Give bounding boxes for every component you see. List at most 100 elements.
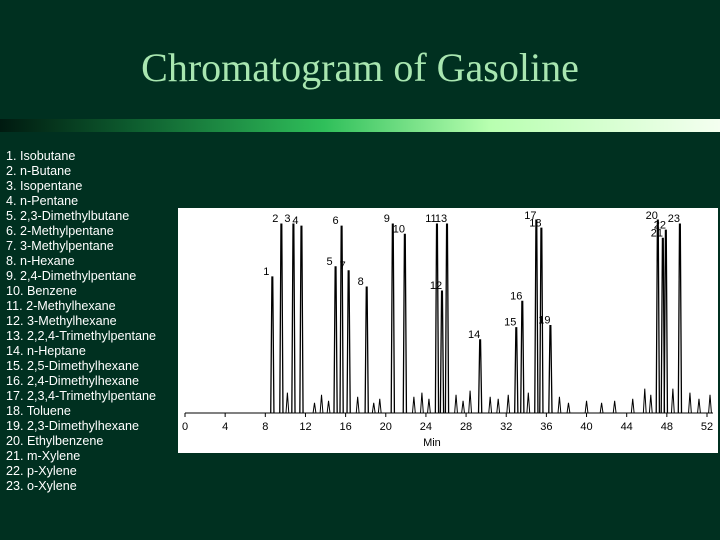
peak-label: 9 [384, 213, 390, 225]
legend-item: 5. 2,3-Dimethylbutane [6, 209, 130, 223]
legend-item: 13. 2,2,4-Trimethylpentane [6, 329, 157, 343]
legend-item: 15. 2,5-Dimethylhexane [6, 359, 140, 373]
minor-peak [371, 402, 376, 414]
minor-peak [642, 388, 647, 414]
minor-peak [526, 392, 531, 414]
x-tick-label: 24 [420, 421, 432, 433]
x-tick-label: 16 [339, 421, 351, 433]
minor-peak [326, 400, 331, 414]
peak-15 [514, 327, 519, 414]
minor-peak [285, 392, 290, 414]
legend-item: 21. m-Xylene [6, 449, 81, 463]
minor-peak [319, 394, 324, 414]
peak-label: 1 [263, 266, 269, 278]
peak-1 [270, 276, 275, 414]
peak-2 [279, 223, 284, 414]
peak-label: 18 [529, 217, 541, 229]
peak-label: 23 [668, 213, 680, 225]
chromatogram-plot: 0 4 8 12 16 20 24 28 32 36 40 44 48 52 Min 1 2 3 4 5 6 7 8 9 10 1… [178, 208, 718, 453]
peak-17 [534, 219, 539, 414]
legend-item: 3. Isopentane [6, 179, 83, 193]
minor-peak [312, 402, 317, 414]
peak-label: 20 [646, 210, 658, 222]
x-tick-label: 4 [222, 421, 228, 433]
x-tick-label: 40 [580, 421, 592, 433]
peak-11 [434, 223, 440, 414]
minor-peak [688, 392, 692, 414]
peak-label: 14 [468, 329, 480, 341]
peak-22 [663, 229, 669, 414]
peak-label: 21 [651, 227, 663, 239]
minor-peak [496, 398, 501, 414]
legend-item: 22. p-Xylene [6, 464, 77, 478]
minor-peak [411, 396, 416, 414]
peak-label: 2 [272, 213, 278, 225]
peak-label: 16 [510, 290, 522, 302]
minor-peak [599, 402, 604, 414]
peak-14 [477, 339, 483, 414]
minor-peak [557, 396, 562, 414]
minor-peak [506, 394, 511, 414]
x-tick-label: 8 [262, 421, 268, 433]
minor-peak [612, 400, 617, 414]
x-tick-label: 12 [299, 421, 311, 433]
x-tick-label: 28 [460, 421, 472, 433]
minor-peak [377, 398, 382, 414]
minor-peak [355, 396, 360, 414]
legend-item: 19. 2,3-Dimethylhexane [6, 419, 140, 433]
minor-peak [488, 396, 493, 414]
peak-19 [548, 325, 553, 414]
minor-peak [566, 402, 571, 414]
peak-4 [299, 225, 304, 414]
peak-10 [402, 233, 408, 414]
peak-3 [291, 223, 296, 414]
minor-peak [584, 400, 589, 414]
peak-label: 6 [333, 215, 339, 227]
x-tick-label: 52 [701, 421, 713, 433]
peak-label: 12 [430, 280, 442, 292]
x-tick-label: 36 [540, 421, 552, 433]
minor-peak [630, 398, 635, 414]
peak-16 [520, 300, 525, 414]
legend-item: 12. 3-Methylhexane [6, 314, 117, 328]
x-tick-label: 20 [380, 421, 392, 433]
peak-13 [444, 223, 450, 414]
peak-9 [390, 223, 396, 414]
legend-item: 6. 2-Methylpentane [6, 224, 114, 238]
peak-label: 3 [284, 213, 290, 225]
page-title: Chromatogram of Gasoline [141, 45, 579, 90]
x-tick-label: 48 [661, 421, 673, 433]
minor-peak [670, 388, 675, 414]
peak-7 [346, 270, 351, 414]
legend-item: 1. Isobutane [6, 149, 76, 163]
legend-item: 10. Benzene [6, 284, 77, 298]
peak-label: 8 [358, 276, 364, 288]
legend-item: 7. 3-Methylpentane [6, 239, 114, 253]
legend-item: 8. n-Hexane [6, 254, 75, 268]
peak-12 [439, 290, 445, 414]
peak-18 [539, 227, 544, 414]
peak-21 [660, 237, 666, 414]
x-tick-label: 32 [500, 421, 512, 433]
peak-label: 7 [340, 260, 346, 272]
title-divider-bar [0, 119, 720, 132]
minor-peak [468, 390, 472, 414]
legend-item: 4. n-Pentane [6, 194, 79, 208]
legend-item: 20. Ethylbenzene [6, 434, 104, 448]
peak-label: 22 [654, 219, 666, 231]
peak-8 [364, 286, 369, 414]
legend-item: 2. n-Butane [6, 164, 72, 178]
peak-6 [339, 225, 344, 414]
legend-item: 17. 2,3,4-Trimethylpentane [6, 389, 157, 403]
peak-label: 4 [292, 215, 298, 227]
peak-label: 11 [425, 213, 436, 225]
peak-label: 15 [504, 317, 516, 329]
minor-peak [454, 394, 458, 414]
compound-legend: 1. Isobutane 2. n-Butane 3. Isopentane 4. n… [6, 149, 156, 494]
peak-label: 19 [538, 315, 550, 327]
legend-item: 11. 2-Methylhexane [6, 299, 116, 313]
peak-23 [677, 223, 683, 414]
legend-item: 14. n-Heptane [6, 344, 86, 358]
legend-item: 18. Toluene [6, 404, 71, 418]
